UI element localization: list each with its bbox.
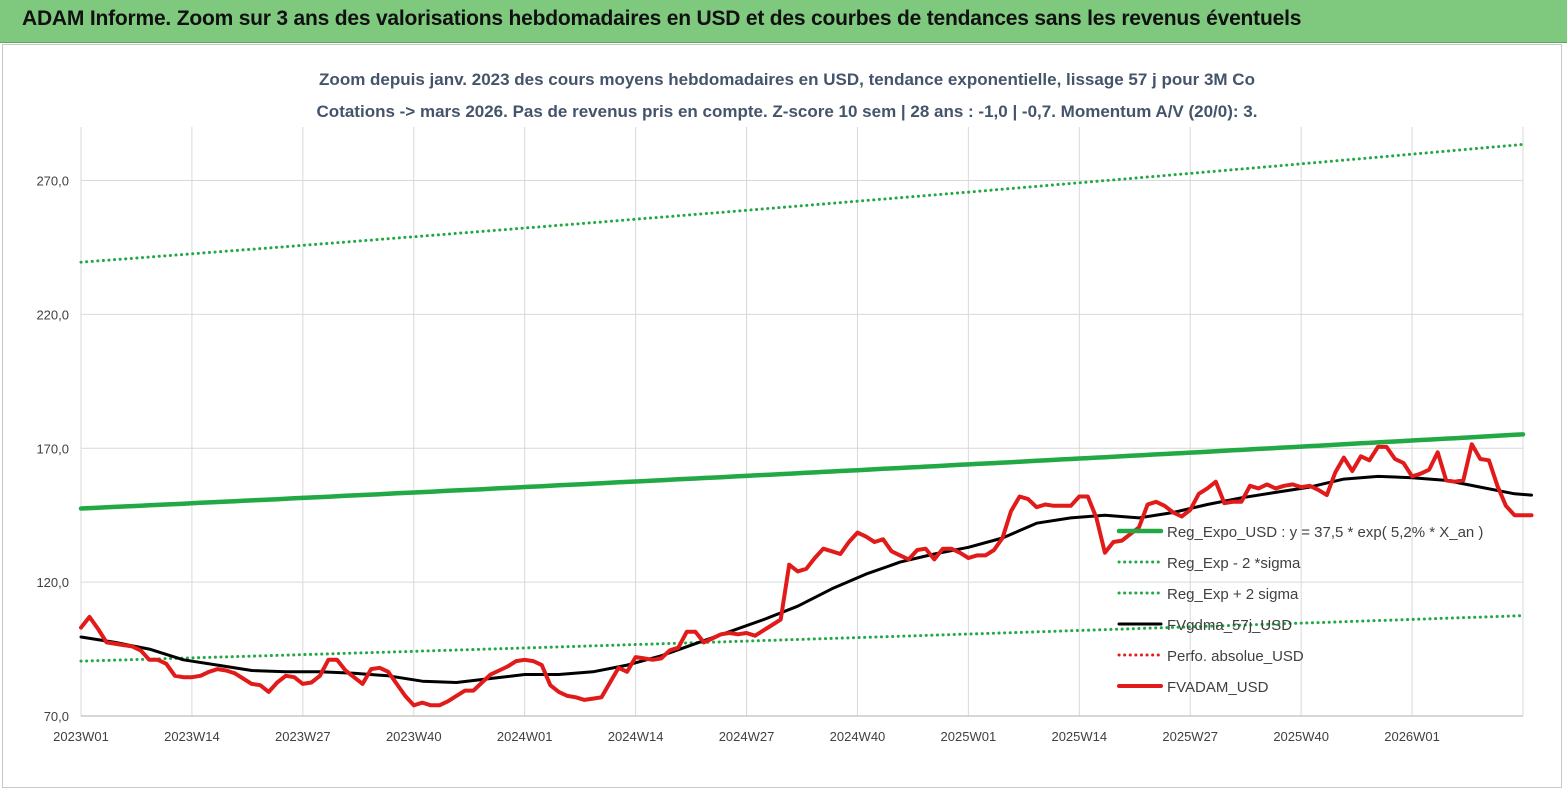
x-tick-label: 2024W01 <box>497 729 553 744</box>
report-banner: ADAM Informe. Zoom sur 3 ans des valoris… <box>0 0 1567 43</box>
x-tick-label: 2024W27 <box>719 729 775 744</box>
x-tick-label: 2025W14 <box>1051 729 1107 744</box>
x-tick-label: 2024W14 <box>608 729 664 744</box>
chart-subtitle: Cotations -> mars 2026. Pas de revenus p… <box>317 102 1258 121</box>
series-line-2 <box>79 142 1525 264</box>
legend-label-0: Reg_Expo_USD : y = 37,5 * exp( 5,2% * X_… <box>1167 524 1483 541</box>
y-tick-label: 70,0 <box>44 709 69 724</box>
x-tick-label: 2025W27 <box>1162 729 1218 744</box>
x-tick-label: 2023W40 <box>386 729 442 744</box>
x-tick-label: 2023W01 <box>53 729 109 744</box>
x-tick-label: 2024W40 <box>830 729 886 744</box>
series-line-1 <box>79 614 1525 663</box>
gridlines <box>80 127 1524 717</box>
series-lines <box>78 142 1534 708</box>
y-tick-label: 170,0 <box>36 441 69 456</box>
x-axis: 2023W01 2023W14 2023W27 2023W40 2024W01 2024W… <box>53 729 1440 744</box>
y-tick-label: 120,0 <box>36 575 69 590</box>
legend-label-3: FVgdma_57j_USD <box>1167 617 1292 634</box>
y-axis: 70,0 120,0 170,0 220,0 270,0 <box>36 174 69 724</box>
legend-label-1: Reg_Exp - 2 *sigma <box>1167 555 1301 572</box>
x-tick-label: 2026W01 <box>1384 729 1440 744</box>
series-line-3 <box>79 474 1533 684</box>
chart-title: Zoom depuis janv. 2023 des cours moyens … <box>319 70 1255 89</box>
series-line-0 <box>78 432 1526 511</box>
legend-label-2: Reg_Exp + 2 sigma <box>1167 586 1299 603</box>
chart-frame: Zoom depuis janv. 2023 des cours moyens … <box>2 44 1562 788</box>
legend-label-4: Perfo. absolue_USD <box>1167 648 1304 665</box>
x-tick-label: 2023W14 <box>164 729 220 744</box>
y-tick-label: 270,0 <box>36 174 69 189</box>
legend: Reg_Expo_USD : y = 37,5 * exp( 5,2% * X_… <box>1116 524 1483 696</box>
x-tick-label: 2025W40 <box>1273 729 1329 744</box>
series-line-5 <box>79 442 1534 708</box>
x-tick-label: 2023W27 <box>275 729 331 744</box>
report-title: ADAM Informe. Zoom sur 3 ans des valoris… <box>22 7 1302 30</box>
line-chart: Zoom depuis janv. 2023 des cours moyens … <box>36 70 1534 744</box>
x-tick-label: 2025W01 <box>941 729 997 744</box>
legend-label-5: FVADAM_USD <box>1167 679 1269 696</box>
y-tick-label: 220,0 <box>36 307 69 322</box>
